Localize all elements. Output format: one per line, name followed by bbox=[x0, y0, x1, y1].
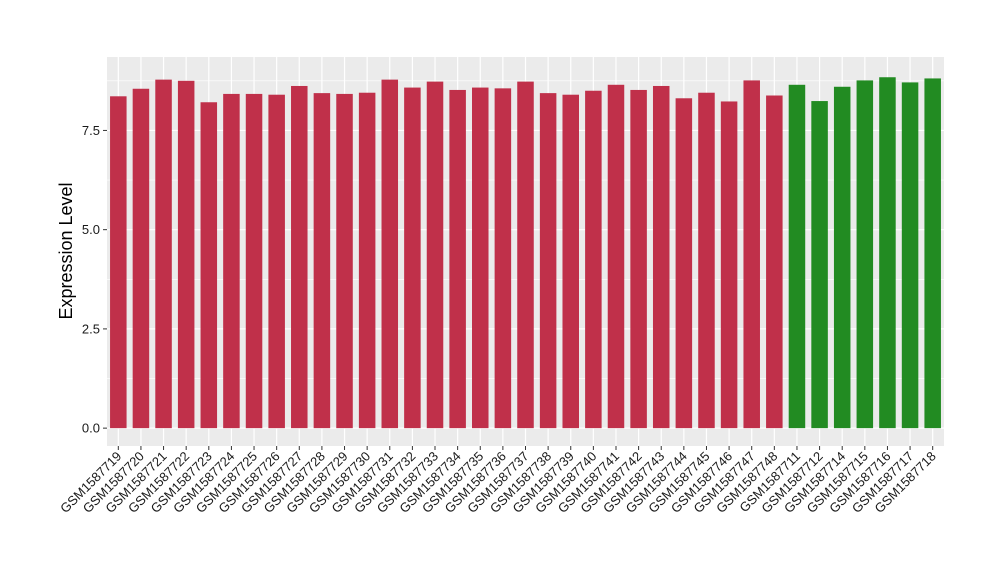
bar bbox=[291, 85, 308, 429]
bar bbox=[585, 90, 602, 429]
bar bbox=[471, 87, 489, 429]
x-axis: GSM1587719GSM1587720GSM1587721GSM1587722… bbox=[57, 446, 939, 516]
y-axis: 0.0 2.5 5.0 7.5 bbox=[82, 123, 107, 436]
bar bbox=[358, 92, 376, 429]
bar bbox=[539, 93, 557, 429]
bar bbox=[426, 81, 444, 429]
bar bbox=[833, 86, 851, 429]
bar bbox=[562, 94, 580, 429]
bar bbox=[652, 85, 670, 429]
y-axis-title: Expression Level bbox=[56, 182, 76, 319]
bar bbox=[223, 93, 240, 429]
bar bbox=[449, 89, 466, 429]
y-tick-label: 2.5 bbox=[82, 321, 100, 336]
bar bbox=[901, 82, 919, 429]
bar bbox=[743, 80, 760, 429]
bar bbox=[879, 77, 896, 429]
y-tick-label: 0.0 bbox=[82, 421, 100, 436]
bar bbox=[766, 95, 783, 429]
bar bbox=[177, 80, 195, 429]
bar bbox=[336, 93, 353, 429]
bar bbox=[245, 93, 263, 429]
bar bbox=[132, 88, 150, 429]
bar bbox=[607, 84, 625, 429]
bar bbox=[630, 89, 647, 429]
bar bbox=[517, 81, 534, 429]
bar bbox=[110, 96, 127, 429]
bar bbox=[313, 93, 331, 429]
bar bbox=[924, 78, 941, 429]
bar bbox=[811, 101, 828, 429]
bar bbox=[720, 101, 738, 429]
y-tick-label: 5.0 bbox=[82, 222, 100, 237]
bar bbox=[675, 98, 693, 429]
bar bbox=[268, 94, 285, 429]
y-tick-label: 7.5 bbox=[82, 123, 100, 138]
bar bbox=[200, 102, 218, 429]
bars bbox=[110, 77, 941, 429]
bar bbox=[494, 88, 512, 429]
bar bbox=[404, 87, 421, 429]
bar bbox=[856, 80, 874, 429]
bar bbox=[381, 79, 399, 429]
bar bbox=[698, 92, 715, 429]
bar bbox=[788, 84, 806, 429]
bar bbox=[155, 79, 172, 429]
